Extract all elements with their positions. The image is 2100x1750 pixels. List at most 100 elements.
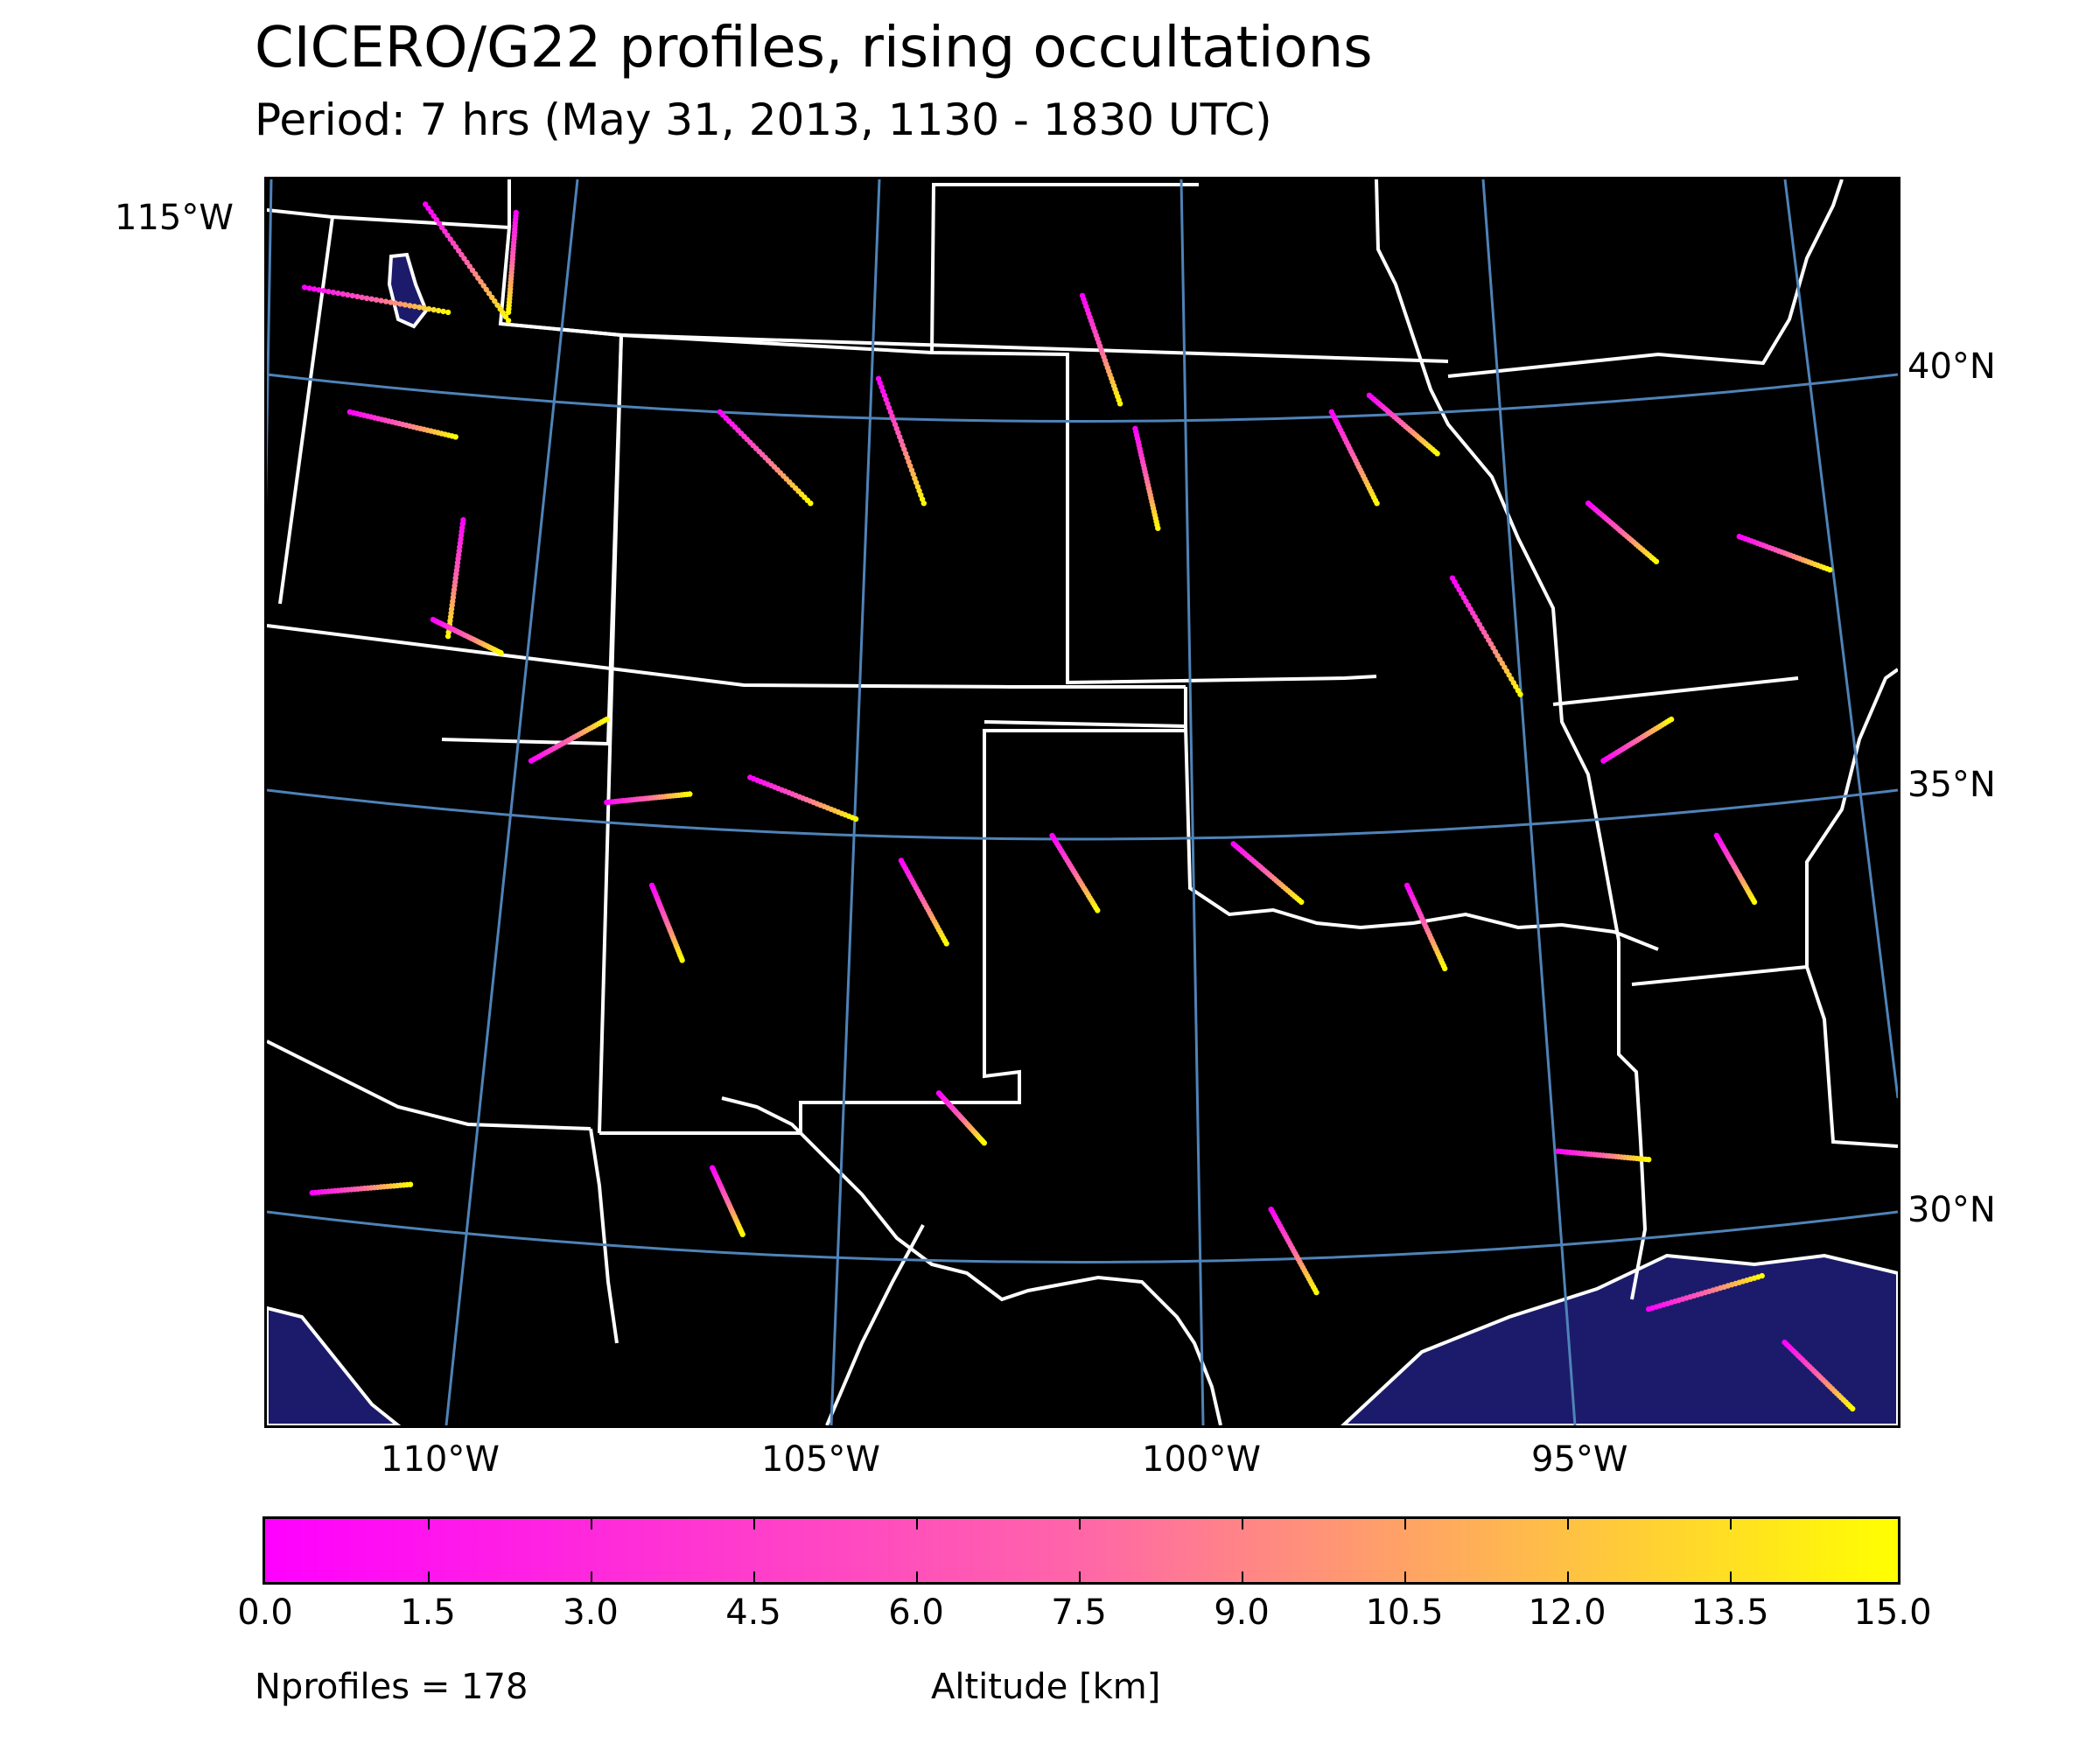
- colorbar-tick-mark: [1079, 1572, 1081, 1582]
- profile-track: [1782, 1339, 1856, 1412]
- profile-point: [320, 288, 327, 294]
- profile-point: [1116, 401, 1124, 407]
- profile-point: [498, 649, 504, 656]
- profile-point: [345, 291, 351, 298]
- lat-label-35: 35°N: [1908, 765, 1996, 805]
- profile-point: [425, 205, 431, 212]
- profile-point: [306, 285, 312, 291]
- nprofiles-count: Nprofiles = 178: [255, 1667, 528, 1707]
- profile-point: [416, 304, 423, 311]
- water-bodies: [267, 252, 1898, 1425]
- profile-track: [898, 858, 949, 947]
- profile-point: [428, 209, 434, 215]
- profile-point: [456, 248, 462, 254]
- profile-track: [505, 209, 519, 316]
- profile-point: [452, 244, 459, 250]
- profile-point: [1095, 907, 1101, 914]
- profile-point: [492, 298, 498, 304]
- profile-track: [648, 882, 685, 963]
- profile-point: [852, 816, 859, 822]
- profile-point: [920, 500, 927, 507]
- profile-point: [1434, 451, 1440, 457]
- profile-point: [430, 213, 437, 219]
- profile-point: [378, 298, 384, 304]
- colorbar-tick-mark: [591, 1572, 592, 1582]
- profile-point: [679, 957, 685, 963]
- profile-point: [439, 224, 445, 231]
- profile-point: [411, 304, 418, 310]
- colorbar-tick-mark: [1567, 1519, 1569, 1530]
- colorbar-tick-mark: [1730, 1519, 1732, 1530]
- lon-label-105: 105°W: [761, 1439, 880, 1480]
- profile-point: [1442, 965, 1448, 972]
- profile-track: [1736, 534, 1833, 573]
- profile-point: [891, 417, 897, 424]
- profile-point: [1646, 1157, 1652, 1163]
- profile-point: [505, 318, 512, 324]
- colorbar-label: Altitude [km]: [931, 1667, 1161, 1707]
- graticule: [267, 179, 1898, 1425]
- profile-point: [885, 401, 891, 407]
- lon-label-115: 115°W: [115, 198, 234, 238]
- profile-point: [1653, 558, 1660, 564]
- colorbar-tick-mark: [591, 1519, 592, 1530]
- profile-point: [981, 1140, 987, 1146]
- profile-track: [423, 201, 512, 324]
- colorbar-tick-mark: [753, 1572, 755, 1582]
- profile-point: [430, 306, 437, 313]
- map-plot-area[interactable]: [264, 177, 1900, 1428]
- graticule-lat-35: [267, 788, 1898, 841]
- profile-track: [444, 517, 466, 640]
- profile-point: [1850, 1405, 1856, 1412]
- colorbar-tick-mark: [1404, 1572, 1406, 1582]
- colorbar-tick-mark: [1242, 1519, 1243, 1530]
- profile-point: [878, 384, 885, 390]
- profile-track: [1646, 1272, 1765, 1312]
- profile-point: [901, 446, 907, 452]
- profile-point: [808, 500, 814, 507]
- colorbar-tick-label: 9.0: [1214, 1592, 1270, 1633]
- profile-point: [1668, 716, 1675, 723]
- profile-point: [335, 290, 341, 297]
- profile-track: [1404, 882, 1448, 972]
- profile-point: [739, 1231, 746, 1237]
- profile-track: [430, 616, 504, 656]
- map-canvas: [267, 179, 1898, 1425]
- graticule-lon-110: [267, 179, 273, 504]
- chart-subtitle: Period: 7 hrs (May 31, 2013, 1130 - 1830…: [255, 94, 1272, 145]
- graticule-lon-100: [1180, 179, 1205, 1425]
- profile-point: [486, 290, 493, 297]
- colorbar-tick-mark: [1567, 1572, 1569, 1582]
- profile-point: [330, 289, 337, 296]
- profile-track: [1049, 832, 1101, 914]
- colorbar-tick-label: 10.5: [1365, 1592, 1444, 1633]
- profile-point: [687, 791, 693, 797]
- profile-point: [397, 301, 403, 307]
- colorbar-tick-label: 15.0: [1853, 1592, 1932, 1633]
- profile-track: [1328, 409, 1380, 507]
- profile-point: [910, 471, 916, 478]
- colorbar-tick-mark: [1079, 1519, 1081, 1530]
- profile-point: [364, 295, 370, 301]
- lat-label-30: 30°N: [1908, 1190, 1996, 1230]
- profile-point: [316, 287, 322, 293]
- colorbar-tick-mark: [428, 1572, 430, 1582]
- profile-point: [1313, 1289, 1320, 1296]
- profile-track: [935, 1090, 987, 1146]
- profile-point: [1759, 1272, 1765, 1279]
- great-salt-lake: [387, 252, 429, 329]
- profile-track: [747, 774, 859, 822]
- profile-point: [301, 284, 308, 290]
- profile-point: [881, 392, 888, 398]
- profile-point: [907, 463, 914, 469]
- graticule-lon-110b: [444, 179, 579, 1425]
- profile-point: [311, 286, 318, 292]
- profile-point: [472, 271, 479, 277]
- lat-label-40: 40°N: [1908, 346, 1996, 387]
- profile-track: [1230, 841, 1305, 906]
- profile-point: [500, 310, 506, 316]
- profile-track: [1366, 392, 1440, 457]
- state-borders: [267, 179, 1898, 1425]
- colorbar-tick-label: 12.0: [1528, 1592, 1606, 1633]
- colorbar-tick-mark: [916, 1572, 918, 1582]
